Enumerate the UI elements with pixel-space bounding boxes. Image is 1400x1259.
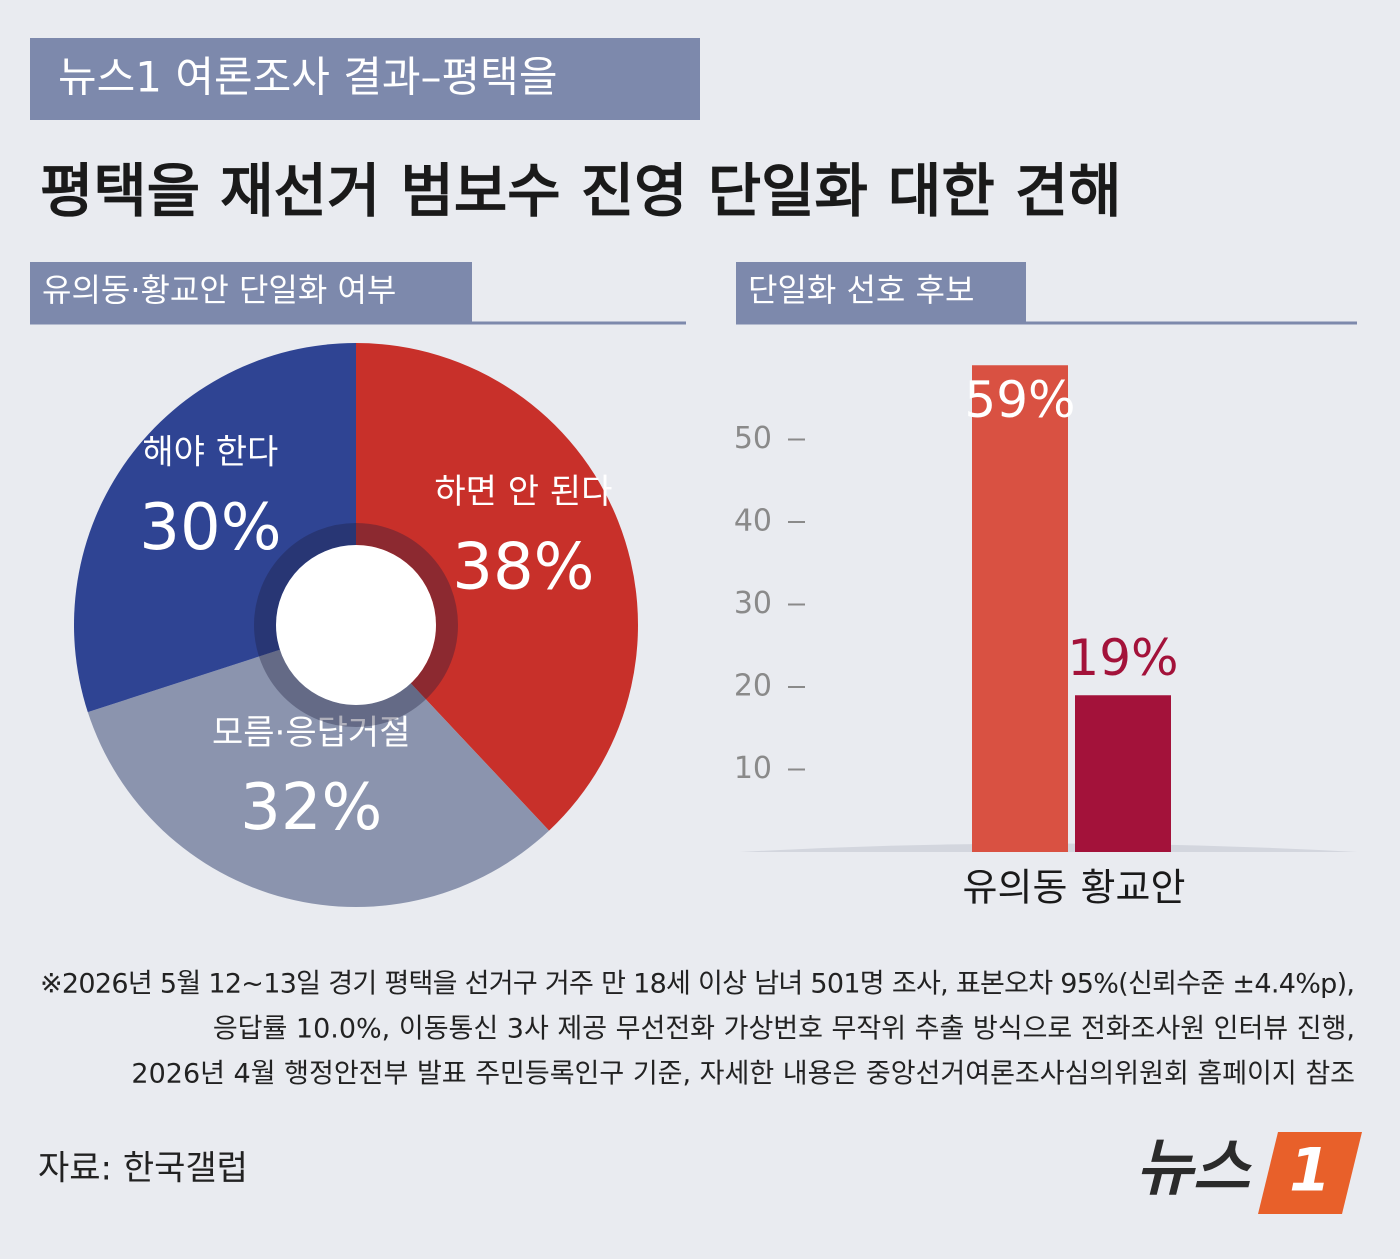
- y-tick-label: 50: [734, 421, 772, 456]
- section-box: [736, 262, 1026, 322]
- bar-value: 59%: [964, 371, 1075, 429]
- donut-ring: [254, 523, 458, 727]
- source: 자료: 한국갤럽: [38, 1149, 248, 1189]
- y-tick-label: 20: [734, 669, 772, 704]
- section-title: 유의동·황교안 단일화 여부: [42, 271, 396, 309]
- headline: 평택을 재선거 범보수 진영 단일화 대한 견해: [40, 157, 1122, 225]
- footnote: ※2026년 5월 12~13일 경기 평택을 선거구 거주 만 18세 이상 …: [40, 969, 1355, 1000]
- x-tick-label: 황교안: [1081, 866, 1186, 910]
- pie-slice: [87, 625, 550, 907]
- slice-value: 32%: [240, 771, 382, 845]
- x-tick-label: 유의동: [963, 866, 1068, 910]
- slice-label: 해야 한다: [142, 433, 278, 473]
- logo-name: 뉴스: [1136, 1131, 1252, 1204]
- slice-label: 하면 안 된다: [434, 472, 612, 512]
- slice-label: 모름·응답거절: [212, 713, 411, 753]
- y-tick-label: 40: [734, 504, 772, 539]
- slice-value: 30%: [139, 491, 281, 565]
- header-tag: 뉴스1 여론조사 결과–평택을: [58, 53, 557, 102]
- logo-number: 1: [1289, 1136, 1331, 1206]
- footnote: 2026년 4월 행정안전부 발표 주민등록인구 기준, 자세한 내용은 중앙선…: [131, 1059, 1355, 1090]
- pie-slice: [356, 343, 638, 831]
- donut-hole: [276, 545, 436, 705]
- footnote: 응답률 10.0%, 이동통신 3사 제공 무선전화 가상번호 무작위 추출 방…: [213, 1014, 1355, 1045]
- bar: [972, 365, 1068, 852]
- y-tick-label: 30: [734, 586, 772, 621]
- slice-value: 38%: [452, 530, 594, 604]
- y-tick-label: 10: [734, 751, 772, 786]
- header-tag-box: [30, 38, 700, 120]
- section-box: [30, 262, 472, 322]
- bar-value: 19%: [1067, 629, 1178, 687]
- bar: [1075, 695, 1171, 852]
- logo-badge: [1258, 1132, 1362, 1214]
- section-title: 단일화 선호 후보: [748, 271, 974, 309]
